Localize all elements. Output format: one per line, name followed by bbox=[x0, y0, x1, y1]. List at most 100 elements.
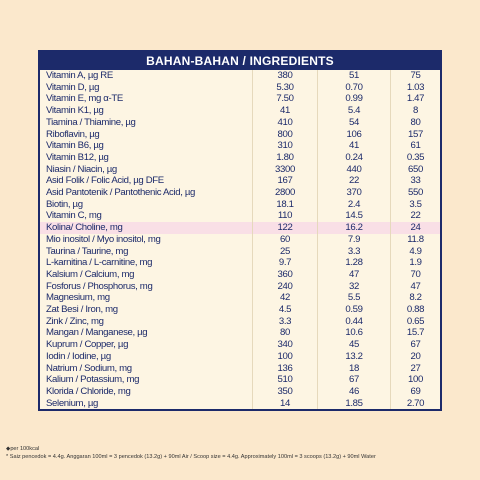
nutrient-value: 16.2 bbox=[317, 222, 391, 234]
nutrient-name: Natrium / Sodium, mg bbox=[46, 362, 132, 374]
nutrient-value: 5.30 bbox=[252, 81, 318, 94]
nutrient-value: 100 bbox=[390, 374, 440, 386]
nutrient-value: 3.3 bbox=[317, 245, 391, 258]
nutrient-name: Tiamina / Thiamine, µg bbox=[46, 116, 136, 128]
nutrient-value: 47 bbox=[317, 268, 391, 281]
footnote-text: per 100kcal bbox=[10, 446, 40, 452]
nutrient-value: 54 bbox=[317, 116, 391, 129]
nutrient-name: Vitamin A, µg RE bbox=[46, 70, 113, 81]
nutrient-value: 42 bbox=[252, 292, 318, 305]
nutrient-value: 25 bbox=[252, 245, 318, 258]
nutrient-value: 136 bbox=[252, 362, 318, 375]
nutrient-name: Zat Besi / Iron, mg bbox=[46, 304, 118, 316]
table-row: Mio inositol / Myo inositol, mg 60 7.9 11.8 bbox=[40, 233, 440, 246]
nutrient-value: 4.9 bbox=[390, 245, 440, 258]
table-row: Riboflavin, µg 800 106 157 bbox=[40, 128, 440, 141]
table-row: Niasin / Niacin, µg 3300 440 650 bbox=[40, 163, 440, 176]
nutrient-name: Kalsium / Calcium, mg bbox=[46, 268, 135, 280]
table-row: Kalium / Potassium, mg 510 67 100 bbox=[40, 374, 440, 386]
nutrient-value: 800 bbox=[252, 128, 318, 141]
nutrient-value: 67 bbox=[390, 339, 440, 351]
nutrient-name: Vitamin B6, µg bbox=[46, 140, 104, 152]
nutrient-value: 106 bbox=[317, 128, 391, 141]
nutrient-name: Taurina / Taurine, mg bbox=[46, 245, 129, 257]
nutrient-value: 550 bbox=[390, 187, 440, 199]
nutrient-value: 14 bbox=[252, 397, 318, 410]
nutrient-value: 13.2 bbox=[317, 350, 391, 363]
nutrient-value: 370 bbox=[317, 187, 391, 199]
nutrient-value: 380 bbox=[252, 70, 318, 82]
nutrient-value: 4.5 bbox=[252, 304, 318, 316]
nutrient-value: 1.28 bbox=[317, 257, 391, 269]
nutrient-value: 0.35 bbox=[390, 151, 440, 164]
nutrient-value: 650 bbox=[390, 163, 440, 176]
nutrient-value: 80 bbox=[390, 116, 440, 129]
nutrient-value: 1.47 bbox=[390, 93, 440, 106]
nutrient-value: 1.9 bbox=[390, 257, 440, 269]
nutrient-name: Magnesium, mg bbox=[46, 292, 110, 304]
nutrient-table: Vitamin A, µg RE 380 51 75 Vitamin D, µg 5.30… bbox=[40, 70, 440, 410]
nutrient-name: Vitamin B12, µg bbox=[46, 151, 109, 163]
nutrient-value: 18 bbox=[317, 362, 391, 375]
nutrient-name: Kalium / Potassium, mg bbox=[46, 374, 140, 386]
footnote: * Saiz pencedok = 4.4g. Anggaran 100ml =… bbox=[6, 454, 376, 460]
table-row: Iodin / Iodine, µg 100 13.2 20 bbox=[40, 350, 440, 363]
nutrient-value: 1.85 bbox=[317, 397, 391, 410]
table-row: Kalsium / Calcium, mg 360 47 70 bbox=[40, 268, 440, 281]
nutrient-value: 5.4 bbox=[317, 105, 391, 117]
nutrient-value: 3300 bbox=[252, 163, 318, 176]
nutrient-value: 0.65 bbox=[390, 315, 440, 328]
nutrient-value: 32 bbox=[317, 280, 391, 293]
nutrient-value: 0.59 bbox=[317, 304, 391, 316]
nutrient-value: 510 bbox=[252, 374, 318, 386]
nutrient-value: 2800 bbox=[252, 187, 318, 199]
table-row: Asid Folik / Folic Acid, µg DFE 167 22 33 bbox=[40, 175, 440, 188]
nutrient-value: 33 bbox=[390, 175, 440, 188]
table-row: Vitamin E, mg α-TE 7.50 0.99 1.47 bbox=[40, 93, 440, 106]
nutrient-value: 7.9 bbox=[317, 233, 391, 246]
nutrient-name: Mangan / Manganese, µg bbox=[46, 327, 148, 339]
nutrient-value: 310 bbox=[252, 140, 318, 152]
nutrient-value: 110 bbox=[252, 210, 318, 223]
nutrient-value: 350 bbox=[252, 385, 318, 398]
nutrient-value: 0.70 bbox=[317, 81, 391, 94]
table-row: Biotin, µg 18.1 2.4 3.5 bbox=[40, 198, 440, 211]
table-row: Selenium, µg 14 1.85 2.70 bbox=[40, 397, 440, 410]
table-row: Tiamina / Thiamine, µg 410 54 80 bbox=[40, 116, 440, 129]
nutrient-value: 0.99 bbox=[317, 93, 391, 106]
nutrient-value: 1.03 bbox=[390, 81, 440, 94]
nutrient-value: 11.8 bbox=[390, 233, 440, 246]
nutrient-value: 340 bbox=[252, 339, 318, 351]
nutrient-value: 70 bbox=[390, 268, 440, 281]
nutrient-value: 67 bbox=[317, 374, 391, 386]
nutrient-name: Kuprum / Copper, µg bbox=[46, 339, 129, 351]
nutrient-name: Vitamin K1, µg bbox=[46, 105, 104, 117]
nutrient-value: 47 bbox=[390, 280, 440, 293]
nutrient-name: Asid Folik / Folic Acid, µg DFE bbox=[46, 175, 164, 187]
nutrient-value: 157 bbox=[390, 128, 440, 141]
nutrient-value: 24 bbox=[390, 222, 440, 234]
table-row: Zat Besi / Iron, mg 4.5 0.59 0.88 bbox=[40, 304, 440, 316]
nutrient-name: Zink / Zinc, mg bbox=[46, 315, 104, 327]
table-row: Vitamin B6, µg 310 41 61 bbox=[40, 140, 440, 152]
table-row: L-karnitina / L-carnitine, mg 9.7 1.28 1.9 bbox=[40, 257, 440, 269]
nutrient-value: 1.80 bbox=[252, 151, 318, 164]
nutrient-name: Vitamin C, mg bbox=[46, 210, 102, 222]
nutrient-value: 22 bbox=[390, 210, 440, 223]
nutrient-name: Niasin / Niacin, µg bbox=[46, 163, 117, 175]
nutrient-value: 51 bbox=[317, 70, 391, 82]
nutrient-name: Mio inositol / Myo inositol, mg bbox=[46, 233, 161, 245]
nutrient-name: Klorida / Chloride, mg bbox=[46, 385, 131, 397]
table-row: Magnesium, mg 42 5.5 8.2 bbox=[40, 292, 440, 305]
nutrient-value: 14.5 bbox=[317, 210, 391, 223]
nutrient-name: Asid Pantotenik / Pantothenic Acid, µg bbox=[46, 187, 196, 199]
nutrient-value: 80 bbox=[252, 327, 318, 340]
nutrient-value: 360 bbox=[252, 268, 318, 281]
table-row: Vitamin D, µg 5.30 0.70 1.03 bbox=[40, 81, 440, 94]
nutrient-value: 3.3 bbox=[252, 315, 318, 328]
nutrient-value: 60 bbox=[252, 233, 318, 246]
panel-title: BAHAN-BAHAN / INGREDIENTS bbox=[40, 52, 440, 70]
nutrient-value: 8.2 bbox=[390, 292, 440, 305]
nutrient-name: Riboflavin, µg bbox=[46, 128, 100, 140]
